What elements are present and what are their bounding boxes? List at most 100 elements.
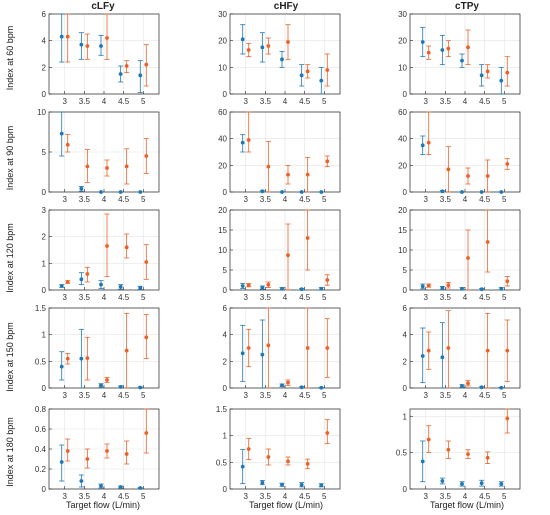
x-tick-label: 3	[243, 391, 248, 400]
y-tick-label: 6	[223, 304, 228, 313]
y-tick-label: 10	[37, 108, 46, 117]
data-point-blue	[79, 42, 84, 47]
panel-r3-c1: 0 2 4 6 3 3.5 4 4.5 5	[223, 304, 341, 400]
data-point-blue	[59, 284, 64, 288]
data-point-orange	[485, 174, 490, 178]
data-point-blue	[138, 73, 143, 78]
x-tick-label: 4	[102, 391, 107, 400]
y-tick-label: 20	[398, 161, 407, 170]
x-tick-label: 4	[463, 293, 468, 302]
x-axis-label-col2: Target flow (L/min)	[249, 500, 323, 510]
data-point-orange	[305, 462, 310, 466]
y-tick-label: 0	[403, 384, 408, 393]
x-tick-label: 4.5	[299, 195, 311, 204]
data-point-orange	[65, 356, 70, 361]
row-label-150-bpm: Index at 150 bpm	[5, 322, 15, 392]
y-tick-label: 0.2	[35, 465, 47, 474]
data-point-blue	[240, 284, 245, 288]
column-titles: cLFy cHFy cTPy	[91, 1, 479, 12]
x-tick-label: 3.5	[260, 391, 272, 400]
data-point-blue	[138, 190, 143, 194]
y-tick-label: 0	[42, 90, 47, 99]
y-tick-label: 20	[218, 161, 227, 170]
y-tick-label: 0	[42, 384, 47, 393]
data-point-orange	[105, 166, 109, 170]
data-point-orange	[124, 245, 129, 250]
x-tick-label: 5	[322, 97, 327, 106]
data-point-blue	[479, 385, 484, 390]
panel-r1-c2: 0 20 40 60 3 3.5 4 4.5 5	[398, 108, 521, 204]
panel-r0-c0: 0 2 4 6 3 3.5 4 4.5 5	[42, 10, 160, 106]
y-tick-label: 2	[403, 357, 408, 366]
data-point-orange	[446, 346, 451, 350]
data-point-blue	[59, 131, 64, 136]
x-tick-label: 3.5	[79, 391, 91, 400]
data-point-blue	[99, 484, 103, 488]
data-point-orange	[286, 40, 290, 44]
x-tick-label: 3.5	[79, 293, 91, 302]
data-point-orange	[266, 44, 271, 48]
data-point-orange	[505, 70, 510, 75]
x-tick-label: 4	[283, 97, 288, 106]
y-tick-label: 5	[403, 266, 408, 275]
data-point-blue	[460, 384, 464, 388]
data-point-blue	[260, 45, 265, 50]
y-tick-label: 0.5	[216, 458, 228, 467]
panel-r2-c2: 0 5 10 15 20 3 3.5 4 4.5 5	[398, 206, 521, 302]
data-point-orange	[105, 449, 109, 453]
x-tick-label: 4	[102, 195, 107, 204]
y-tick-label: 3	[42, 206, 47, 215]
data-point-blue	[99, 190, 103, 194]
x-tick-label: 3.5	[440, 97, 452, 106]
data-point-blue	[118, 72, 123, 76]
data-point-orange	[426, 50, 431, 55]
data-point-orange	[85, 44, 90, 48]
data-point-orange	[466, 452, 470, 456]
panel-frame	[409, 209, 521, 291]
data-point-orange	[105, 36, 109, 40]
y-tick-label: 0	[42, 485, 47, 494]
data-point-blue	[440, 48, 445, 52]
data-point-orange	[446, 447, 451, 452]
panel-r4-c2: 0 0.5 1 3 3.5 4 4.5 5	[396, 408, 521, 501]
data-point-blue	[499, 385, 504, 390]
x-tick-label: 3	[62, 391, 67, 400]
x-tick-label: 4	[283, 492, 288, 501]
data-point-orange	[286, 459, 290, 464]
data-point-blue	[138, 285, 143, 290]
data-point-blue	[59, 460, 64, 464]
data-point-orange	[85, 272, 90, 276]
data-point-blue	[99, 44, 103, 48]
data-point-blue	[260, 189, 265, 194]
x-axis-labels: Target flow (L/min) Target flow (L/min) …	[66, 500, 504, 510]
data-point-orange	[105, 244, 109, 248]
data-point-orange	[144, 431, 149, 435]
x-tick-label: 5	[141, 97, 146, 106]
y-tick-label: 40	[218, 135, 227, 144]
data-point-orange	[426, 140, 431, 145]
y-tick-label: 20	[398, 37, 407, 46]
panel-r3-c0: 0 0.5 1 1.5 3 3.5 4 4.5 5	[35, 304, 160, 400]
data-point-orange	[124, 452, 129, 456]
data-point-blue	[479, 287, 484, 292]
y-tick-label: 6	[42, 10, 47, 19]
data-point-blue	[240, 140, 245, 145]
data-point-orange	[144, 335, 149, 340]
y-tick-label: 30	[398, 10, 407, 19]
row-label-120-bpm: Index at 120 bpm	[5, 223, 15, 293]
x-tick-label: 5	[502, 195, 507, 204]
data-point-blue	[420, 354, 425, 358]
data-point-blue	[460, 286, 464, 291]
data-point-orange	[325, 68, 330, 72]
data-point-blue	[319, 385, 324, 390]
x-tick-label: 5	[322, 195, 327, 204]
data-point-orange	[426, 437, 431, 442]
data-point-blue	[240, 351, 245, 356]
data-point-orange	[485, 69, 490, 74]
y-tick-label: 0.8	[35, 405, 47, 414]
y-tick-label: 60	[398, 108, 407, 117]
y-tick-label: 10	[398, 246, 407, 255]
y-tick-label: 30	[218, 10, 227, 19]
y-tick-label: 5	[42, 148, 47, 157]
